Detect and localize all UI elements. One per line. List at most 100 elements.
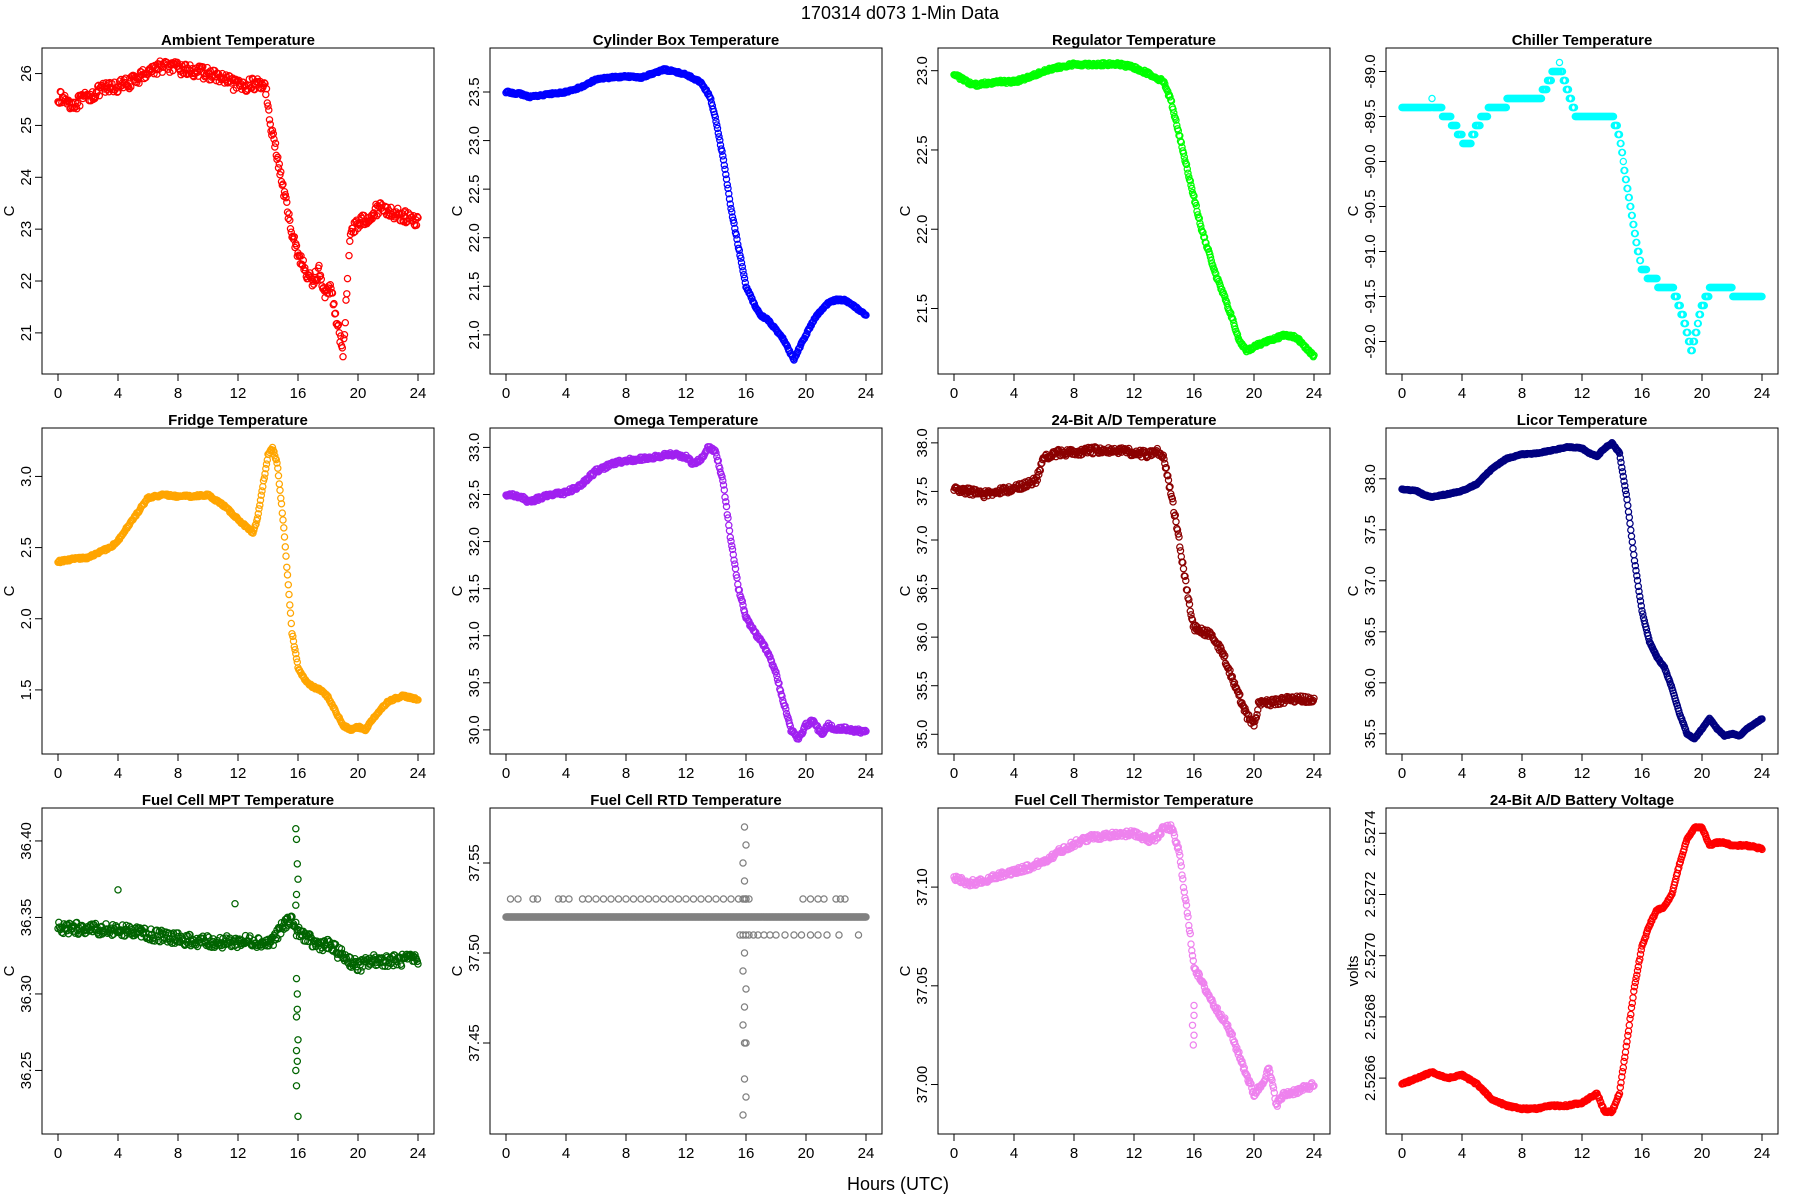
data-point [723, 181, 732, 189]
y-tick-label: 36.5 [1362, 617, 1379, 646]
data-point [739, 267, 747, 275]
data-point [1629, 544, 1637, 553]
y-tick-label: 37.45 [466, 1024, 483, 1062]
data-point [1627, 526, 1635, 534]
data-point [1184, 169, 1192, 177]
data-point [266, 120, 275, 128]
x-tick-label: 8 [174, 1145, 182, 1162]
data-point [1619, 157, 1628, 166]
panel-title: Regulator Temperature [1052, 32, 1216, 49]
y-tick-label: 37.5 [1362, 515, 1379, 544]
y-axis-label: C [449, 205, 466, 216]
data-point [1169, 105, 1177, 113]
data-point [1187, 181, 1195, 190]
y-tick-label: -91.5 [1362, 279, 1379, 313]
x-tick-label: 24 [410, 765, 427, 782]
data-point [741, 278, 750, 287]
data-point [275, 480, 284, 488]
data-point [275, 160, 284, 168]
x-tick-label: 16 [290, 385, 307, 402]
data-point [283, 571, 292, 579]
panel-title: Ambient Temperature [161, 32, 315, 49]
y-axis-label: C [1, 965, 18, 976]
data-point [181, 60, 190, 69]
x-tick-label: 12 [1574, 765, 1591, 782]
data-point [292, 835, 301, 844]
y-tick-label: -91.0 [1362, 234, 1379, 268]
data-point [721, 165, 729, 174]
data-point [722, 170, 730, 179]
data-point [293, 990, 302, 998]
x-tick-label: 12 [1126, 385, 1143, 402]
data-point [298, 261, 307, 270]
data-point [713, 121, 721, 129]
data-point [301, 263, 309, 272]
data-point [414, 213, 422, 222]
x-tick-label: 0 [54, 385, 62, 402]
panel-title: Cylinder Box Temperature [593, 32, 779, 49]
panel-title: Fuel Cell MPT Temperature [142, 792, 334, 809]
x-tick-label: 4 [114, 1145, 122, 1162]
x-tick-label: 24 [410, 1145, 427, 1162]
panel-title: Fuel Cell RTD Temperature [590, 792, 781, 809]
x-tick-label: 12 [230, 385, 247, 402]
data-series [54, 443, 422, 735]
data-point [1458, 130, 1466, 139]
data-point [127, 83, 135, 91]
y-tick-label: 36.30 [18, 975, 35, 1013]
x-tick-label: 0 [1398, 765, 1406, 782]
plot-frame [1385, 47, 1779, 375]
data-series [1398, 58, 1766, 355]
x-tick-label: 24 [858, 765, 875, 782]
x-tick-label: 24 [1754, 385, 1771, 402]
data-point [250, 85, 259, 94]
y-tick-label: 37.0 [914, 525, 931, 554]
y-tick-label: 23.0 [914, 56, 931, 85]
data-point [712, 117, 720, 126]
data-point [1438, 103, 1446, 112]
y-tick-label: 35.5 [914, 671, 931, 700]
data-point [412, 221, 421, 229]
x-tick-label: 16 [1186, 765, 1203, 782]
y-tick-label: 36.0 [914, 623, 931, 652]
data-point [280, 533, 289, 541]
x-tick-label: 16 [1634, 765, 1651, 782]
y-axis-label: C [1, 205, 18, 216]
data-point [1447, 112, 1455, 121]
data-series [502, 443, 870, 743]
y-tick-label: 21.5 [466, 272, 483, 301]
data-point [274, 471, 283, 480]
plot-frame [489, 427, 883, 755]
data-point [326, 280, 335, 289]
data-point [740, 270, 748, 279]
data-point [292, 901, 300, 909]
data-point [283, 563, 291, 572]
data-point [292, 890, 301, 899]
y-tick-label: 37.0 [1362, 566, 1379, 595]
x-tick-label: 12 [1574, 385, 1591, 402]
data-point [292, 1013, 301, 1021]
data-point [1186, 177, 1195, 185]
data-point [292, 241, 301, 250]
data-point [713, 124, 722, 133]
data-point [862, 311, 870, 319]
data-point [1179, 564, 1188, 573]
y-tick-label: 37.50 [466, 934, 483, 972]
x-tick-label: 12 [678, 1145, 695, 1162]
x-tick-label: 4 [114, 765, 122, 782]
figure-title: 170314 d073 1-Min Data [801, 3, 1000, 23]
data-point [274, 164, 283, 172]
data-point [342, 296, 350, 304]
y-tick-label: 35.5 [1362, 719, 1379, 748]
data-series [1398, 438, 1766, 743]
data-point [737, 254, 745, 262]
x-tick-label: 4 [1010, 385, 1018, 402]
data-point [1166, 93, 1174, 101]
y-tick-label: 2.0 [18, 608, 35, 629]
data-point [125, 84, 134, 93]
data-point [264, 102, 272, 110]
